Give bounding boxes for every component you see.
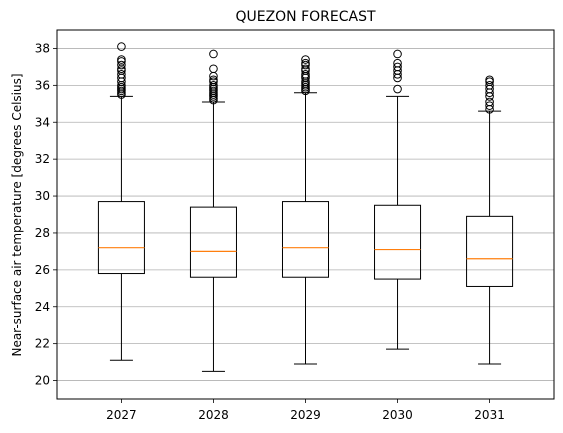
y-axis-label: Near-surface air temperature [degrees Ce… xyxy=(10,73,24,356)
outlier-point xyxy=(301,64,310,74)
outlier-point xyxy=(209,64,218,74)
y-tick-label: 26 xyxy=(35,263,50,277)
x-tick-label: 2030 xyxy=(382,408,413,422)
x-tick-label: 2028 xyxy=(198,408,229,422)
outlier-point xyxy=(393,84,402,94)
y-tick-label: 30 xyxy=(35,189,50,203)
box-2031 xyxy=(466,75,514,365)
y-tick-label: 20 xyxy=(35,374,50,388)
y-tick-label: 36 xyxy=(35,78,50,92)
outlier-point xyxy=(485,75,494,85)
outlier-point xyxy=(117,60,126,70)
outlier-point xyxy=(485,97,494,107)
outlier-point xyxy=(393,49,402,59)
outlier-point xyxy=(485,81,494,90)
y-tick-label: 34 xyxy=(35,115,50,129)
y-tick-label: 38 xyxy=(35,41,50,55)
x-tick-label: 2029 xyxy=(290,408,321,422)
outlier-point xyxy=(393,62,402,72)
iqr-box xyxy=(189,206,237,278)
y-axis: 20 22 24 26 28 30 32 34 36 38 xyxy=(35,41,57,388)
iqr-box xyxy=(97,201,145,275)
outlier-point xyxy=(485,101,494,110)
x-axis: 2027 2028 2029 2030 2031 xyxy=(106,399,505,422)
iqr-box xyxy=(281,201,330,278)
outlier-point xyxy=(301,55,310,64)
outlier-point xyxy=(209,75,218,85)
iqr-box xyxy=(374,204,422,280)
y-tick-label: 28 xyxy=(35,226,50,240)
outlier-point xyxy=(301,58,310,68)
y-tick-label: 24 xyxy=(35,300,50,314)
outlier-point xyxy=(117,69,126,79)
outlier-point xyxy=(209,81,218,90)
y-tick-label: 22 xyxy=(35,337,50,351)
x-tick-label: 2031 xyxy=(474,408,505,422)
box-2028 xyxy=(189,49,237,372)
box-2029 xyxy=(281,55,330,365)
chart-title: QUEZON FORECAST xyxy=(235,9,376,25)
boxes-layer xyxy=(97,42,514,372)
y-tick-label: 32 xyxy=(35,152,50,166)
outlier-point xyxy=(209,49,218,59)
box-2027 xyxy=(97,42,145,361)
outlier-point xyxy=(393,58,402,68)
box-2030 xyxy=(374,49,422,350)
outlier-point xyxy=(117,42,126,51)
iqr-box xyxy=(466,215,514,287)
outlier-point xyxy=(301,69,310,79)
x-tick-label: 2027 xyxy=(106,408,137,422)
outlier-point xyxy=(117,55,126,64)
